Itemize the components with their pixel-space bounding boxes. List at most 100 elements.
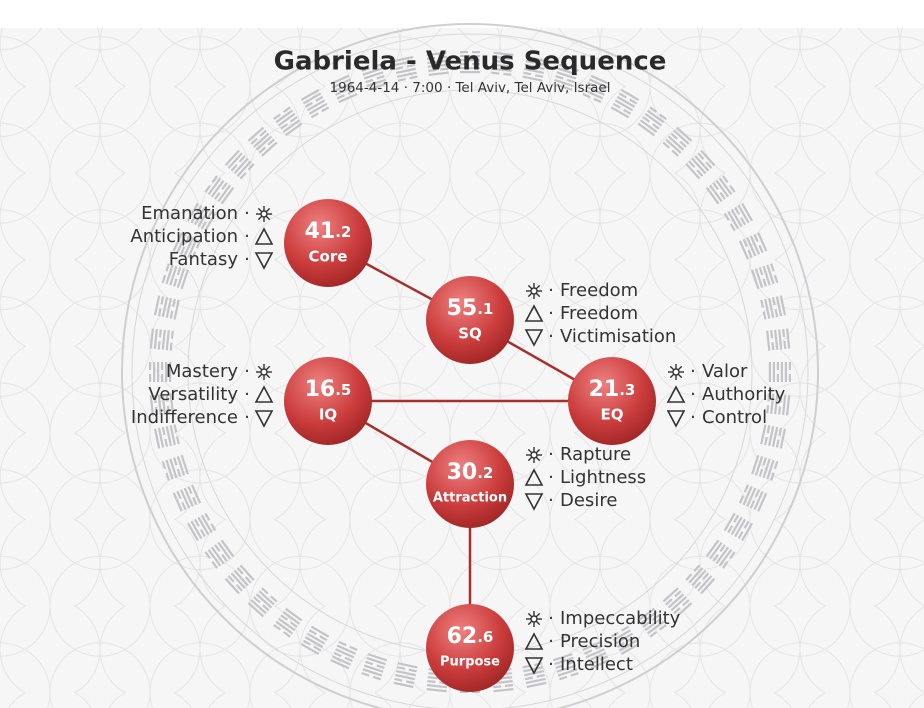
glyph-bar xyxy=(338,92,358,104)
glyph-bar xyxy=(280,614,289,621)
glyph-bar xyxy=(164,438,169,447)
glyph-bar xyxy=(783,340,787,350)
glyph-bar xyxy=(594,644,604,650)
glyph-bar xyxy=(774,308,779,318)
glyph-bar xyxy=(426,688,447,693)
glyph-bar xyxy=(308,629,317,636)
glyph-bar xyxy=(556,664,577,673)
glyph-bar xyxy=(217,541,231,560)
glyph-bar xyxy=(493,688,514,693)
glyph-bar xyxy=(570,672,579,677)
glyph-bar xyxy=(338,640,347,647)
glyph-bar xyxy=(319,635,328,642)
glyph-bar xyxy=(427,63,448,68)
glyph-bar xyxy=(165,330,170,351)
glyph-bar xyxy=(694,581,702,589)
glyph-bar xyxy=(363,71,384,80)
icon-down xyxy=(254,410,274,428)
separator: · xyxy=(244,407,250,428)
glyph-bar xyxy=(768,362,771,382)
separator: · xyxy=(548,490,554,511)
keyword: Intellect xyxy=(560,654,633,675)
hexagram-glyph xyxy=(552,653,579,681)
hexagram-glyph xyxy=(760,424,787,449)
glyph-bar xyxy=(585,648,605,659)
glyph-bar xyxy=(700,577,716,595)
glyph-bar xyxy=(492,59,501,63)
glyph-bar xyxy=(523,71,532,76)
glyph-bar xyxy=(762,311,767,320)
glyph-bar xyxy=(685,163,701,180)
glyph-bar xyxy=(526,55,547,63)
glyph-bar xyxy=(250,599,267,615)
glyph-bar xyxy=(179,246,186,255)
glyph-bar xyxy=(169,342,173,351)
glyph-bar xyxy=(460,59,480,62)
glyph-bar xyxy=(217,184,231,203)
glyph-bar xyxy=(313,645,322,652)
glyph-bar xyxy=(161,374,164,382)
glyph-bar xyxy=(582,92,591,99)
hexagram-glyph xyxy=(300,625,330,655)
glyph-bar xyxy=(590,74,610,85)
keyword: Control xyxy=(702,407,767,428)
glyph-bar xyxy=(253,132,270,148)
glyph-bar xyxy=(438,55,448,59)
glyph-bar xyxy=(275,620,294,635)
glyph-bar xyxy=(282,119,301,133)
glyph-bar xyxy=(460,55,480,58)
hexagram-glyph xyxy=(522,55,547,82)
glyph-bar xyxy=(616,95,636,108)
glyph-bar xyxy=(187,202,199,222)
glyph-bar xyxy=(224,149,240,167)
glyph-bar xyxy=(662,141,670,149)
glyph-bar xyxy=(646,620,665,635)
glyph-bar xyxy=(367,653,388,662)
glyph-bar xyxy=(261,587,269,595)
hexagram-glyph xyxy=(172,232,202,260)
hexagram-glyph xyxy=(460,51,480,74)
hexagram-glyph xyxy=(161,263,189,290)
glyph-bar xyxy=(552,82,573,91)
glyph-bar xyxy=(651,614,660,621)
glyph-bar xyxy=(214,191,221,200)
glyph-bar xyxy=(639,119,658,133)
glyph-bar xyxy=(659,113,667,120)
node-ball xyxy=(284,199,372,287)
glyph-bar xyxy=(472,690,480,693)
glyph-bar xyxy=(367,82,388,91)
glyph-bar xyxy=(172,232,183,252)
glyph-bar xyxy=(372,675,381,681)
glyph-bar xyxy=(310,625,330,638)
glyph-bar xyxy=(673,607,681,615)
glyph-bar xyxy=(284,122,303,137)
glyph-bar xyxy=(642,116,651,123)
glyph-bar xyxy=(204,551,211,560)
glyph-bar xyxy=(556,71,577,80)
glyph-bar xyxy=(165,426,172,447)
glyph-bar xyxy=(762,457,767,466)
glyph-bar xyxy=(768,426,775,447)
node-number: 21.3 xyxy=(589,377,636,402)
glyph-bar xyxy=(675,126,693,142)
glyph-bar xyxy=(153,295,161,316)
icon-up xyxy=(524,468,544,486)
glyph-bar xyxy=(362,67,383,76)
line: .6 xyxy=(477,628,493,646)
glyph-bar xyxy=(667,135,685,151)
glyph-bar xyxy=(169,362,172,382)
glyph-bar xyxy=(639,611,658,625)
icon-core xyxy=(530,451,538,459)
glyph-bar xyxy=(196,204,203,213)
node-label: Attraction xyxy=(433,491,507,506)
hexagram-glyph xyxy=(751,263,779,290)
icon-star xyxy=(668,364,684,380)
glyph-bar xyxy=(204,184,211,193)
separator: · xyxy=(244,203,250,224)
gate: 30 xyxy=(447,460,478,485)
glyph-bar xyxy=(183,487,194,507)
hexagram-glyph xyxy=(685,564,716,595)
glyph-bar xyxy=(395,66,404,71)
glyph-bar xyxy=(300,643,320,655)
